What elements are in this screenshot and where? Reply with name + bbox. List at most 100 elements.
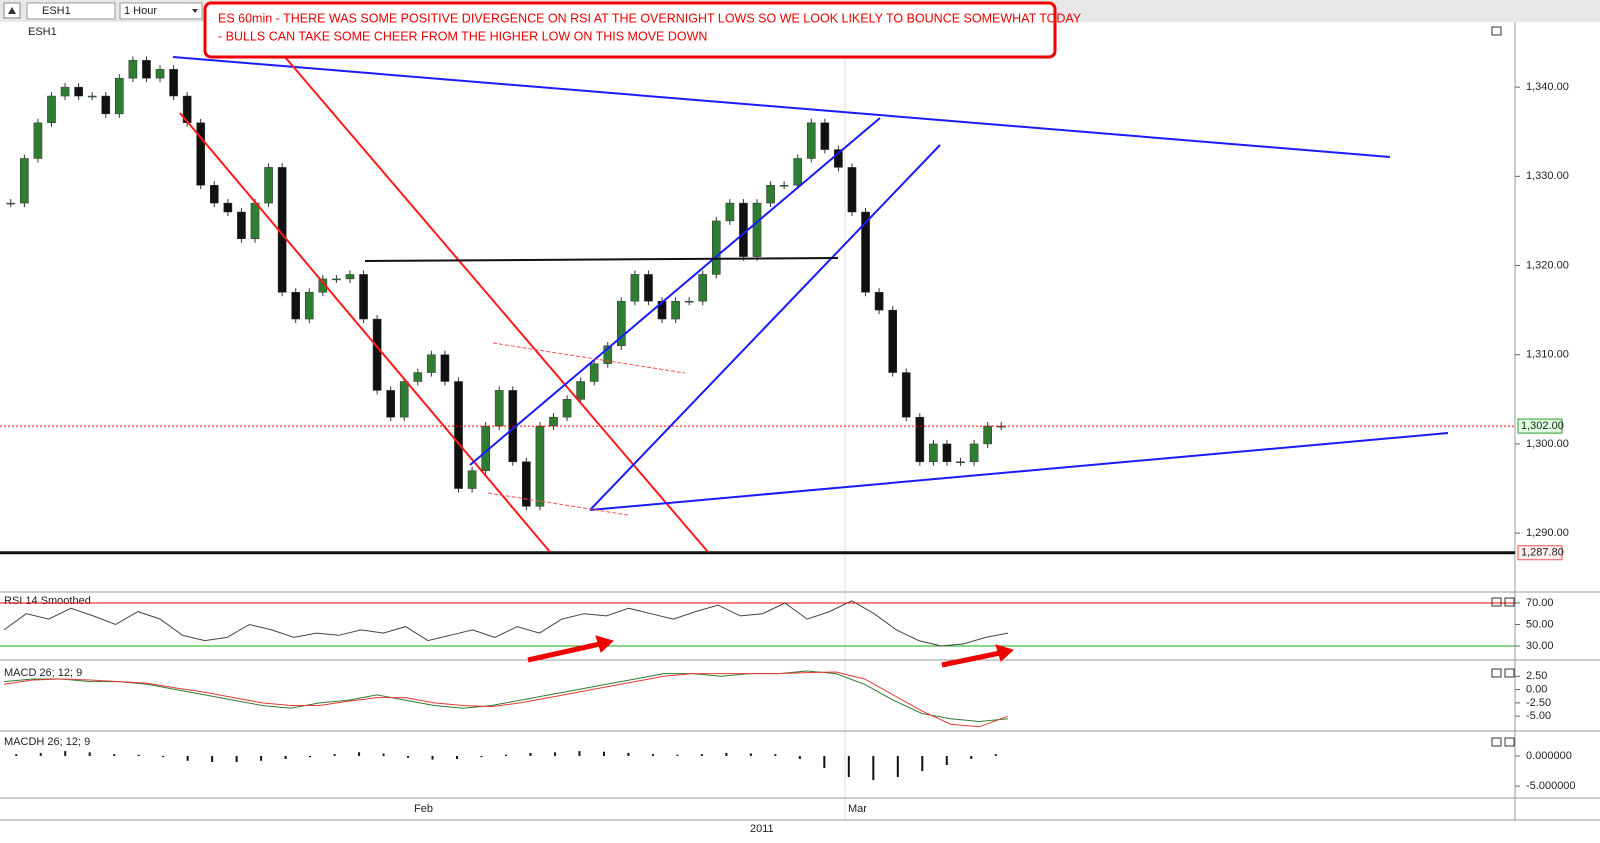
candle xyxy=(101,95,111,115)
month-label: Feb xyxy=(414,803,433,815)
candle xyxy=(427,354,436,373)
candle xyxy=(617,300,626,347)
candle xyxy=(128,60,138,79)
rsi-title: RSI 14 Smoothed xyxy=(4,595,91,607)
candle xyxy=(942,443,952,463)
panel-buttons[interactable] xyxy=(1491,26,1515,747)
candle xyxy=(684,300,694,303)
candle xyxy=(440,354,450,382)
candle xyxy=(901,372,911,418)
candle xyxy=(47,95,56,124)
candle xyxy=(250,202,260,240)
y-tick-label: 1,320.00 xyxy=(1526,259,1569,271)
candle xyxy=(929,443,938,463)
candle xyxy=(847,167,857,213)
symbol-text: ESH1 xyxy=(42,5,71,17)
candle xyxy=(983,425,992,445)
y-tick-label: 2.50 xyxy=(1526,670,1547,682)
candle xyxy=(562,399,572,418)
candle xyxy=(386,390,395,418)
candle xyxy=(372,318,382,391)
candle xyxy=(60,86,70,97)
candle xyxy=(74,86,83,97)
candle xyxy=(318,278,328,293)
y-tick-label: 1,340.00 xyxy=(1526,81,1569,93)
candle xyxy=(223,202,233,213)
candle xyxy=(969,443,979,463)
candle xyxy=(779,184,789,187)
candle xyxy=(766,184,775,204)
candle xyxy=(820,122,830,150)
y-tick-label: 1,330.00 xyxy=(1526,170,1569,182)
candle xyxy=(142,60,151,79)
y-tick-label: 1,310.00 xyxy=(1526,349,1569,361)
y-tick-label: 0.00 xyxy=(1526,683,1547,695)
candle xyxy=(209,184,219,204)
symbol-input[interactable] xyxy=(26,2,116,20)
candle xyxy=(915,416,925,463)
candle xyxy=(576,381,585,400)
candle xyxy=(399,381,409,418)
y-tick-label: -2.50 xyxy=(1526,697,1551,709)
series-line xyxy=(3,670,1009,723)
y-tick-label: 0.000000 xyxy=(1526,750,1572,762)
candle xyxy=(956,461,965,464)
last-price-label: 1,302.00 xyxy=(1521,420,1564,432)
interval-text: 1 Hour xyxy=(124,5,157,17)
macdh-title: MACDH 26; 12; 9 xyxy=(4,736,90,748)
candle xyxy=(888,309,897,373)
y-tick-label: -5.00 xyxy=(1526,710,1551,722)
candle xyxy=(752,202,762,257)
price-tag xyxy=(1517,545,1563,561)
y-tick-label: -5.000000 xyxy=(1526,780,1576,792)
candle xyxy=(698,274,708,302)
interval-select[interactable] xyxy=(119,2,203,20)
candle xyxy=(874,292,884,311)
y-tick-label: 50.00 xyxy=(1526,618,1554,630)
candle xyxy=(467,470,477,489)
annotation-line: ES 60min - THERE WAS SOME POSITIVE DIVER… xyxy=(218,11,1082,25)
candle xyxy=(413,372,423,382)
candle xyxy=(834,149,843,168)
candle xyxy=(522,461,531,507)
candle xyxy=(332,278,341,281)
candle xyxy=(589,363,599,382)
arrows xyxy=(527,635,1014,668)
series-line xyxy=(3,671,1009,728)
candle xyxy=(711,220,721,275)
candle xyxy=(115,77,124,115)
candle xyxy=(33,122,43,159)
annotation-box xyxy=(203,1,1057,59)
candle xyxy=(304,292,314,320)
candle xyxy=(237,211,246,240)
candle xyxy=(454,381,463,489)
candle xyxy=(20,158,29,204)
candle xyxy=(806,122,816,159)
month-label: Mar xyxy=(848,803,867,815)
trendlines xyxy=(172,56,1449,553)
candle xyxy=(861,211,870,293)
y-tick-label: 70.00 xyxy=(1526,597,1554,609)
candle xyxy=(345,274,355,280)
y-tick-label: 1,300.00 xyxy=(1526,438,1569,450)
annotation-line: - BULLS CAN TAKE SOME CHEER FROM THE HIG… xyxy=(218,29,707,43)
candle xyxy=(155,69,165,79)
year-label: 2011 xyxy=(750,823,774,835)
candle xyxy=(6,202,16,205)
candle xyxy=(494,390,504,427)
candle xyxy=(549,416,558,427)
candle xyxy=(359,274,368,320)
chart-symbol: ESH1 xyxy=(28,26,57,38)
candle xyxy=(793,158,803,186)
candle xyxy=(291,292,301,320)
candle xyxy=(87,95,97,98)
candle xyxy=(725,202,735,222)
macd-title: MACD 26; 12; 9 xyxy=(4,667,82,679)
icon xyxy=(8,7,16,14)
candle xyxy=(644,274,653,302)
candle xyxy=(264,167,273,204)
candle xyxy=(630,274,640,302)
candle xyxy=(535,425,545,507)
